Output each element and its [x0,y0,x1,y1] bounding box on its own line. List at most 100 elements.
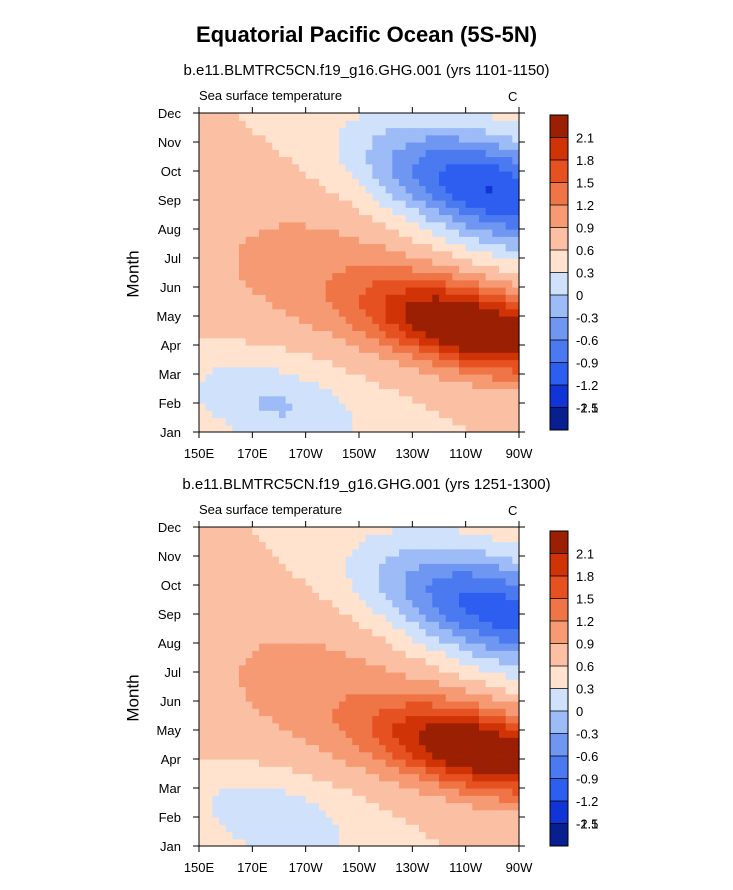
heatmap-cell [499,163,507,172]
heatmap-cell [425,788,433,796]
heatmap-cell [219,643,227,651]
heatmap-cell [485,388,493,397]
heatmap-cell [379,788,387,796]
heatmap-cell [219,657,227,666]
heatmap-cell [379,672,387,680]
heatmap-cell [432,395,440,404]
heatmap-cell [319,308,327,317]
heatmap-cell [199,621,207,630]
heatmap-cell [225,301,233,310]
heatmap-cell [319,759,327,767]
heatmap-cell [245,374,253,382]
heatmap-cell [252,795,260,804]
heatmap-cell [319,817,327,825]
heatmap-cell [439,657,447,666]
heatmap-cell [259,301,267,310]
heatmap-cell [505,214,513,223]
heatmap-cell [325,664,333,673]
heatmap-cell [499,120,507,129]
heatmap-cell [279,410,287,419]
heatmap-cell [199,693,207,702]
heatmap-cell [425,563,433,572]
heatmap-cell [425,258,433,266]
heatmap-cell [259,134,267,143]
heatmap-cell [439,621,447,630]
heatmap-cell [365,214,373,223]
heatmap-cell [352,337,360,346]
heatmap-cell [399,643,407,651]
heatmap-cell [332,527,340,535]
heatmap-cell [505,192,513,201]
heatmap-cell [392,163,400,172]
heatmap-cell [392,258,400,266]
heatmap-cell [425,163,433,172]
heatmap-cell [505,570,513,579]
heatmap-cell [205,352,213,361]
heatmap-cell [379,272,387,281]
heatmap-cell [479,395,487,404]
heatmap-cell [499,113,507,121]
heatmap-cell [425,672,433,680]
heatmap-cell [245,279,253,288]
heatmap-cell [239,780,247,789]
heatmap-cell [379,178,387,187]
heatmap-cell [212,279,220,288]
heatmap-cell [239,570,247,579]
heatmap-cell [439,323,447,332]
heatmap-cell [372,664,380,673]
heatmap-cell [512,308,520,317]
heatmap-cell [225,780,233,789]
heatmap-cell [239,345,247,353]
heatmap-cell [479,809,487,818]
heatmap-cell [325,701,333,709]
heatmap-cell [479,606,487,615]
heatmap-cell [492,759,500,767]
heatmap-cell [512,178,520,187]
heatmap-cell [399,388,407,397]
heatmap-cell [245,258,253,266]
heatmap-cell [339,265,347,274]
heatmap-cell [412,388,420,397]
heatmap-cell [299,250,307,259]
heatmap-cell [199,417,207,426]
heatmap-cell [452,628,460,637]
heatmap-cell [505,243,513,252]
heatmap-cell [379,301,387,310]
heatmap-cell [505,308,513,317]
heatmap-cell [239,759,247,767]
heatmap-cell [299,701,307,709]
heatmap-cell [492,708,500,717]
heatmap-cell [412,330,420,339]
heatmap-cell [199,265,207,274]
heatmap-cell [359,236,367,245]
heatmap-cell [259,744,267,753]
heatmap-cell [485,120,493,129]
heatmap-cell [332,352,340,361]
heatmap-cell [425,657,433,666]
heatmap-cell [279,417,287,426]
heatmap-cell [392,831,400,840]
heatmap-cell [292,258,300,266]
heatmap-cell [379,766,387,775]
heatmap-cell [485,715,493,724]
heatmap-cell [505,417,513,426]
heatmap-cell [452,809,460,818]
heatmap-cell [479,788,487,796]
heatmap-cell [232,221,240,230]
heatmap-cell [385,279,393,288]
heatmap-cell [305,171,313,179]
heatmap-cell [239,751,247,760]
heatmap-cell [352,207,360,216]
heatmap-cell [372,265,380,274]
heatmap-cell [339,817,347,825]
heatmap-cell [279,279,287,288]
heatmap-cell [279,628,287,637]
heatmap-cell [465,178,473,187]
y-tick-label: Aug [158,222,181,237]
heatmap-cell [239,366,247,375]
heatmap-cell [379,751,387,760]
heatmap-cell [332,156,340,165]
heatmap-cell [385,330,393,339]
heatmap-cell [285,272,293,281]
heatmap-cell [419,359,427,368]
